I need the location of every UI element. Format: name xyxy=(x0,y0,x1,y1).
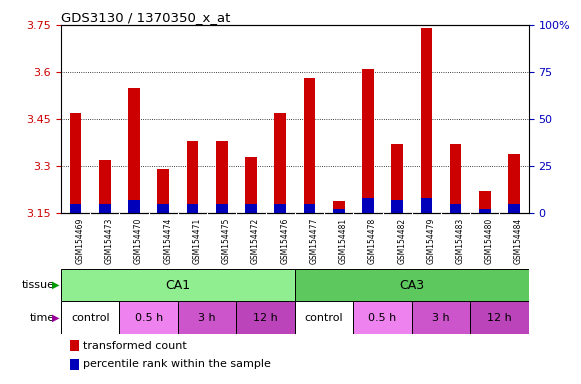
Bar xyxy=(187,204,198,213)
Text: GSM154483: GSM154483 xyxy=(456,218,465,264)
Text: control: control xyxy=(71,313,110,323)
Bar xyxy=(178,301,236,334)
Text: CA3: CA3 xyxy=(399,279,424,291)
Bar xyxy=(450,204,461,213)
Text: 3 h: 3 h xyxy=(198,313,216,323)
Bar xyxy=(333,209,345,213)
Bar xyxy=(304,78,315,213)
Bar xyxy=(274,113,286,213)
Bar xyxy=(304,204,315,213)
Bar xyxy=(508,204,520,213)
Text: transformed count: transformed count xyxy=(84,341,187,351)
Bar xyxy=(421,198,432,213)
Bar xyxy=(70,340,79,351)
Bar xyxy=(99,160,111,213)
Text: ▶: ▶ xyxy=(52,280,59,290)
Bar xyxy=(392,200,403,213)
Bar xyxy=(128,88,140,213)
Text: 12 h: 12 h xyxy=(487,313,512,323)
Bar xyxy=(216,204,228,213)
Text: GSM154478: GSM154478 xyxy=(368,218,377,264)
Bar xyxy=(70,204,81,213)
Bar xyxy=(99,204,111,213)
Bar xyxy=(61,301,120,334)
Bar xyxy=(70,113,81,213)
Text: GSM154476: GSM154476 xyxy=(280,218,289,264)
Bar xyxy=(479,209,491,213)
Text: GSM154469: GSM154469 xyxy=(76,218,85,264)
Bar xyxy=(508,154,520,213)
Text: GSM154479: GSM154479 xyxy=(426,218,435,264)
Bar xyxy=(421,28,432,213)
Text: GSM154477: GSM154477 xyxy=(310,218,318,264)
Bar xyxy=(70,359,79,370)
Bar xyxy=(362,69,374,213)
Bar xyxy=(295,301,353,334)
Bar xyxy=(236,301,295,334)
Text: GDS3130 / 1370350_x_at: GDS3130 / 1370350_x_at xyxy=(61,11,231,24)
Text: GSM154475: GSM154475 xyxy=(222,218,231,264)
Bar xyxy=(274,204,286,213)
Text: percentile rank within the sample: percentile rank within the sample xyxy=(84,359,271,369)
Text: 3 h: 3 h xyxy=(432,313,450,323)
Bar xyxy=(216,141,228,213)
Bar xyxy=(120,301,178,334)
Text: 0.5 h: 0.5 h xyxy=(368,313,397,323)
Bar xyxy=(128,200,140,213)
Text: 0.5 h: 0.5 h xyxy=(135,313,163,323)
Text: control: control xyxy=(305,313,343,323)
Text: 12 h: 12 h xyxy=(253,313,278,323)
Text: GSM154482: GSM154482 xyxy=(397,218,406,264)
Bar xyxy=(333,200,345,213)
Bar xyxy=(157,204,169,213)
Bar xyxy=(479,191,491,213)
Bar xyxy=(450,144,461,213)
Bar xyxy=(412,301,470,334)
Text: GSM154471: GSM154471 xyxy=(192,218,202,264)
Bar xyxy=(245,204,257,213)
Bar xyxy=(470,301,529,334)
Text: tissue: tissue xyxy=(22,280,55,290)
Bar xyxy=(295,269,529,301)
Text: GSM154472: GSM154472 xyxy=(251,218,260,264)
Text: CA1: CA1 xyxy=(166,279,191,291)
Bar xyxy=(187,141,198,213)
Text: GSM154473: GSM154473 xyxy=(105,218,114,264)
Bar xyxy=(157,169,169,213)
Bar xyxy=(245,157,257,213)
Text: GSM154470: GSM154470 xyxy=(134,218,143,264)
Bar xyxy=(392,144,403,213)
Text: time: time xyxy=(30,313,55,323)
Bar xyxy=(353,301,412,334)
Text: ▶: ▶ xyxy=(52,313,59,323)
Bar xyxy=(362,198,374,213)
Text: GSM154481: GSM154481 xyxy=(339,218,347,264)
Text: GSM154480: GSM154480 xyxy=(485,218,494,264)
Text: GSM154474: GSM154474 xyxy=(163,218,173,264)
Bar xyxy=(61,269,295,301)
Text: GSM154484: GSM154484 xyxy=(514,218,523,264)
